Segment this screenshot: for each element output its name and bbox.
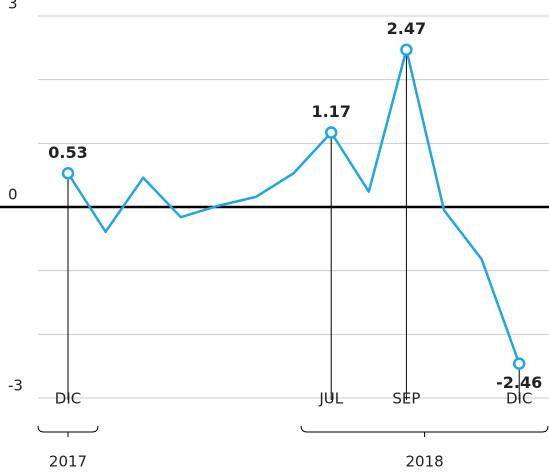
y-tick-label: -3 [8, 377, 23, 395]
year-label: 2017 [49, 453, 87, 471]
line [66, 48, 521, 365]
x-tick-label: DIC [55, 390, 81, 408]
x-tick-label: SEP [392, 390, 420, 408]
year-bracket [300, 425, 549, 437]
year-bracket [37, 425, 99, 437]
year-label: 2018 [406, 453, 444, 471]
point [324, 126, 338, 139]
point [512, 357, 526, 370]
x-tick-label: DIC [506, 390, 532, 408]
y-tick-label: 0 [8, 186, 18, 204]
point [61, 167, 75, 180]
data-label: -2.46 [496, 373, 542, 392]
point [400, 43, 413, 56]
x-tick-label: JUL [318, 390, 343, 408]
data-label: 1.17 [311, 102, 350, 121]
data-label: 2.47 [387, 19, 426, 38]
data-label: 0.53 [48, 143, 87, 162]
y-tick-label: 3 [8, 0, 18, 13]
